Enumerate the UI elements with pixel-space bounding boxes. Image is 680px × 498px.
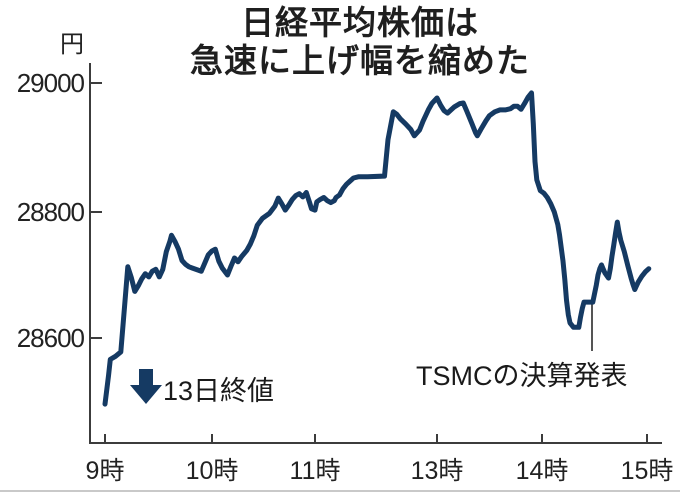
price-line xyxy=(102,90,652,407)
y-tick-marks xyxy=(91,82,102,339)
chart-title: 日経平均株価は 急速に上げ幅を縮めた xyxy=(90,4,630,80)
x-tick-label-14: 14時 xyxy=(515,457,569,485)
prev-close-annotation: 13日終値 xyxy=(163,376,275,406)
x-tick-label-13: 13時 xyxy=(410,457,464,485)
down-arrow-icon xyxy=(130,369,162,404)
x-tick-label-11: 11時 xyxy=(289,457,341,485)
y-tick-label-29000: 29000 xyxy=(16,68,85,98)
x-tick-label-10: 10時 xyxy=(185,457,239,485)
x-tick-marks xyxy=(104,434,648,443)
x-tick-label-9: 9時 xyxy=(85,457,125,485)
chart-title-line2: 急速に上げ幅を縮めた xyxy=(190,42,530,79)
y-tick-label-28800: 28800 xyxy=(16,197,85,227)
y-axis-unit-label: 円 xyxy=(60,31,84,58)
chart-title-line1: 日経平均株価は xyxy=(241,4,479,41)
bottom-divider xyxy=(0,490,680,492)
x-tick-label-15: 15時 xyxy=(620,457,674,485)
tsmc-annotation: TSMCの決算発表 xyxy=(416,361,628,391)
y-tick-label-28600: 28600 xyxy=(16,323,85,353)
